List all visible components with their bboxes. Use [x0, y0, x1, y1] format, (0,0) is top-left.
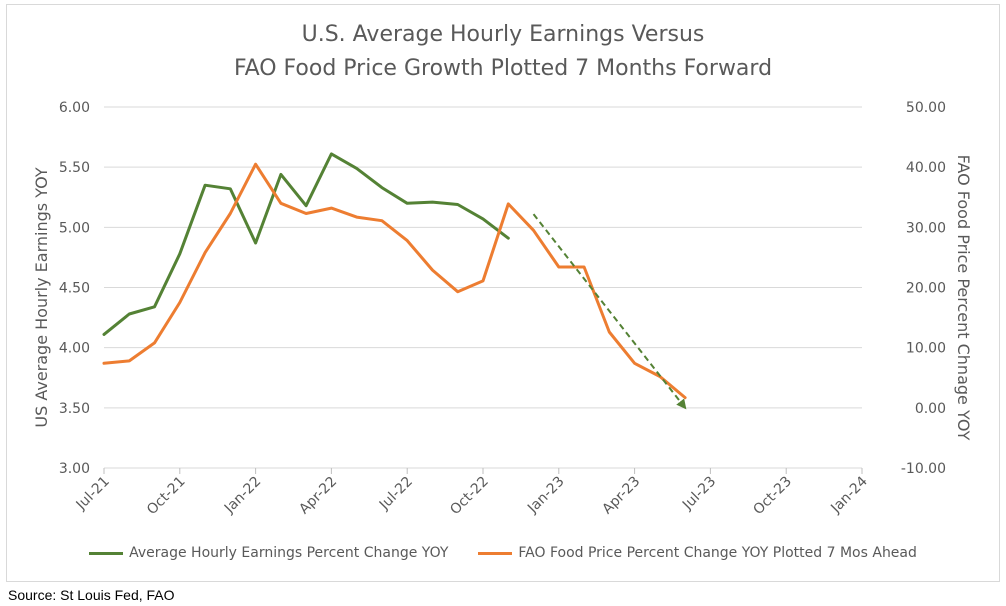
y-tick-label-left: 4.00: [59, 341, 90, 357]
y-tick-label-right: 30.00: [906, 220, 946, 236]
x-tick-label: Jan-22: [221, 474, 264, 517]
y-axis-title-right: FAO Food Price Percent Chnage YOY: [954, 155, 973, 441]
y-tick-label-left: 3.50: [59, 401, 90, 417]
series-line-earnings: [102, 152, 510, 336]
x-tick-label: Apr-22: [296, 474, 340, 518]
y-tick-label-right: 10.00: [906, 341, 946, 357]
y-tick-label-right: 0.00: [915, 401, 946, 417]
chart-frame: [6, 4, 1000, 582]
x-tick-label: Jan-24: [827, 473, 871, 517]
chart-title: U.S. Average Hourly Earnings Versus: [301, 22, 705, 47]
y-tick-label-right: 50.00: [906, 100, 946, 116]
legend-label-earnings: Average Hourly Earnings Percent Change Y…: [129, 545, 449, 561]
legend-label-fao: FAO Food Price Percent Change YOY Plotte…: [518, 545, 917, 561]
x-tick-label: Jul-21: [73, 474, 113, 514]
legend-item-earnings: Average Hourly Earnings Percent Change Y…: [89, 545, 448, 561]
y-axis-title-left: US Average Hourly Earnings YOY: [32, 167, 51, 427]
trend-arrow: [532, 213, 687, 410]
y-tick-label-left: 5.50: [59, 160, 90, 176]
legend-swatch-earnings: [89, 551, 124, 555]
legend-swatch-fao: [478, 551, 513, 555]
x-tick-label: Oct-23: [750, 474, 795, 519]
y-tick-label-left: 4.50: [59, 281, 90, 297]
x-tick-label: Jul-23: [679, 474, 719, 514]
x-tick-label: Oct-22: [447, 474, 492, 519]
y-tick-label-left: 3.00: [59, 461, 90, 477]
y-tick-label-right: 40.00: [906, 160, 946, 176]
chart-subtitle: FAO Food Price Growth Plotted 7 Months F…: [233, 56, 773, 81]
x-tick-label: Jul-22: [376, 474, 416, 514]
y-tick-label-left: 6.00: [59, 100, 90, 116]
x-tick-label: Jan-23: [524, 474, 567, 517]
source-note: Source: St Louis Fed, FAO: [8, 587, 175, 603]
legend: Average Hourly Earnings Percent Change Y…: [0, 545, 1006, 561]
y-tick-label-left: 5.00: [59, 220, 90, 236]
y-tick-label-right: -10.00: [901, 461, 946, 477]
x-tick-label: Oct-21: [144, 474, 189, 519]
legend-item-fao: FAO Food Price Percent Change YOY Plotte…: [478, 545, 917, 561]
x-tick-label: Apr-23: [599, 474, 643, 518]
y-tick-label-right: 20.00: [906, 281, 946, 297]
series-line-fao: [102, 162, 687, 400]
